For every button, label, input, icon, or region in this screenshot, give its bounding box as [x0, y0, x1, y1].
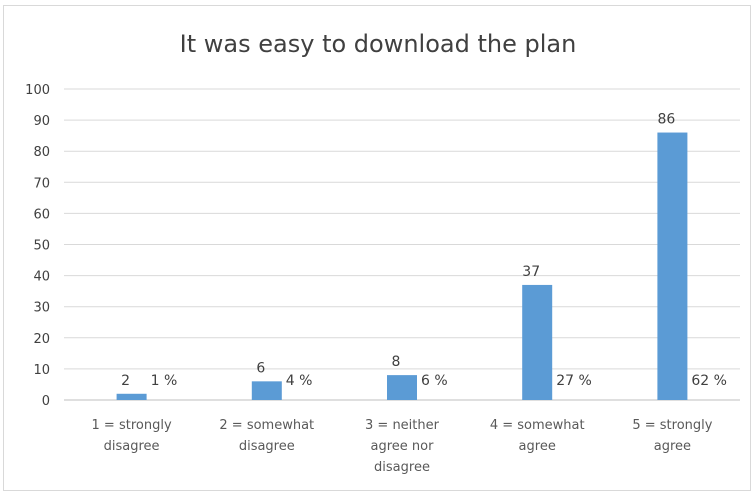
percent-label: 1 % — [151, 373, 178, 389]
category-label: disagree — [374, 460, 430, 475]
percent-labels: 1 % 4 % 6 % 27 % 62 % — [151, 373, 727, 389]
category-label: 4 = somewhat — [490, 418, 585, 433]
bar — [251, 381, 282, 400]
category-label: 2 = somewhat — [219, 418, 314, 433]
value-labels: 2 6 8 37 86 — [121, 112, 675, 389]
category-label: agree — [654, 439, 691, 454]
y-tick-label: 50 — [33, 239, 50, 254]
value-label: 2 — [121, 373, 130, 389]
bar — [522, 284, 553, 400]
percent-label: 6 % — [421, 373, 448, 389]
category-labels: 1 = strongly disagree 2 = somewhat disagree… — [92, 418, 713, 475]
category-label: 1 = strongly — [92, 418, 172, 433]
y-tick-label: 40 — [33, 270, 50, 285]
y-tick-label: 80 — [33, 145, 50, 160]
chart-frame — [3, 5, 751, 491]
percent-label: 62 % — [691, 373, 727, 389]
bar — [387, 375, 417, 400]
y-tick-label: 20 — [33, 332, 50, 347]
bar — [116, 393, 147, 400]
category-label: disagree — [104, 439, 160, 454]
chart-title: It was easy to download the plan — [179, 30, 577, 58]
y-tick-label: 70 — [33, 176, 50, 191]
y-tick-label: 10 — [33, 363, 50, 378]
value-label: 8 — [392, 354, 401, 370]
y-tick-label: 90 — [33, 114, 50, 129]
y-tick-label: 0 — [42, 394, 50, 409]
percent-label: 27 % — [556, 373, 592, 389]
y-axis-ticks: 0 10 20 30 40 50 60 70 80 90 100 — [25, 83, 50, 409]
bars — [116, 132, 688, 401]
value-label: 37 — [522, 264, 540, 280]
gridlines — [64, 88, 740, 401]
category-label: agree nor — [371, 439, 435, 454]
y-tick-label: 60 — [33, 207, 50, 222]
value-label: 86 — [657, 112, 675, 128]
value-label: 6 — [256, 360, 265, 376]
bar — [657, 132, 688, 401]
category-label: disagree — [239, 439, 295, 454]
category-label: agree — [519, 439, 556, 454]
y-tick-label: 100 — [25, 83, 50, 98]
y-tick-label: 30 — [33, 301, 50, 316]
category-label: 3 = neither — [365, 418, 440, 433]
category-label: 5 = strongly — [632, 418, 712, 433]
percent-label: 4 % — [286, 373, 313, 389]
